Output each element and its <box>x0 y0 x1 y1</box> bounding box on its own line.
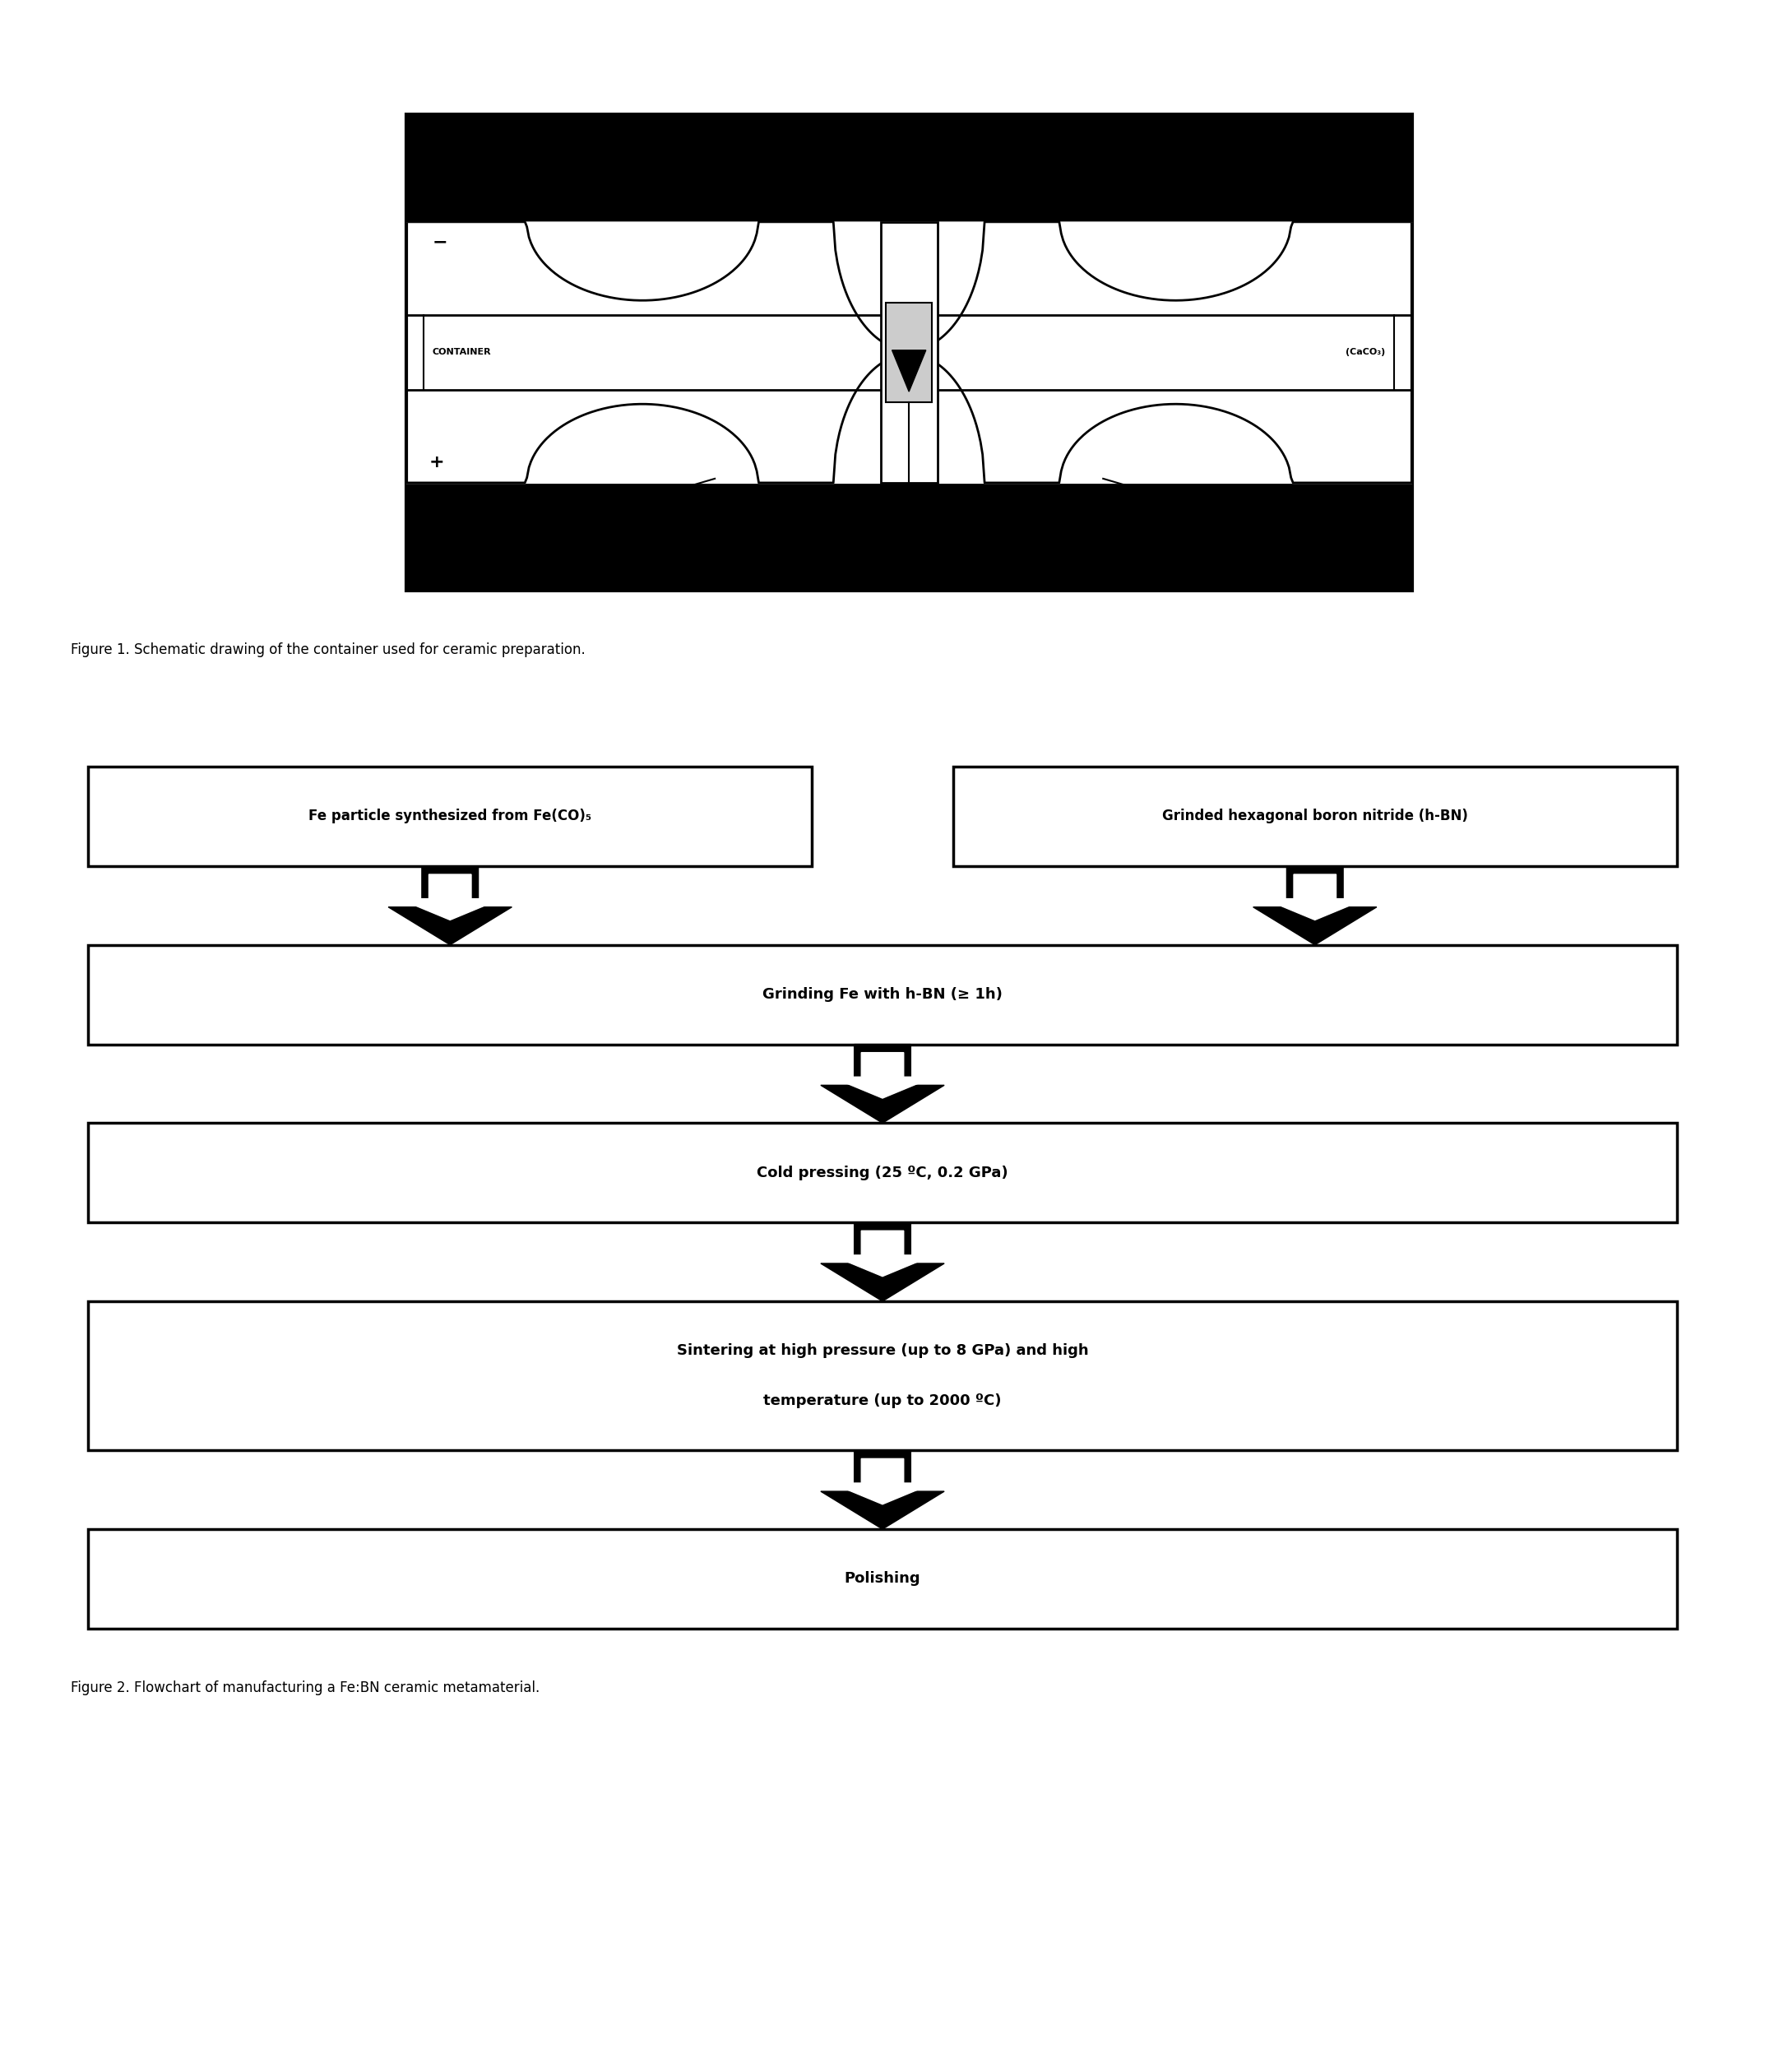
Polygon shape <box>821 1222 944 1301</box>
Text: CONTAINER: CONTAINER <box>432 348 491 356</box>
Text: (GREEN BODY): (GREEN BODY) <box>872 549 946 557</box>
Text: Grinding Fe with h-BN (≥ 1h): Grinding Fe with h-BN (≥ 1h) <box>762 986 1003 1003</box>
Text: Figure 1. Schematic drawing of the container used for ceramic preparation.: Figure 1. Schematic drawing of the conta… <box>71 642 586 657</box>
Text: (C): (C) <box>567 549 581 557</box>
Text: Grinded hexagonal boron nitride (h-BN): Grinded hexagonal boron nitride (h-BN) <box>1161 808 1468 825</box>
Text: Sintering at high pressure (up to 8 GPa) and high: Sintering at high pressure (up to 8 GPa)… <box>676 1343 1089 1359</box>
Text: +: + <box>429 454 445 470</box>
Text: temperature (up to 2000 ºC): temperature (up to 2000 ºC) <box>764 1392 1001 1409</box>
Text: Cold pressing (25 ºC, 0.2 GPa): Cold pressing (25 ºC, 0.2 GPa) <box>757 1164 1008 1181</box>
FancyBboxPatch shape <box>886 303 932 402</box>
Text: ANVILS: ANVILS <box>886 131 932 143</box>
Text: (CaCO₃): (CaCO₃) <box>1347 348 1386 356</box>
Text: SAMPLE: SAMPLE <box>888 520 930 528</box>
FancyBboxPatch shape <box>88 767 812 866</box>
Text: −: − <box>432 234 448 251</box>
Polygon shape <box>831 1053 934 1098</box>
Text: (BN or Ta): (BN or Ta) <box>1218 549 1271 557</box>
Text: HEATER: HEATER <box>554 520 593 528</box>
Text: (WC): (WC) <box>893 166 925 178</box>
FancyBboxPatch shape <box>953 767 1677 866</box>
Text: Fe particle synthesized from Fe(CO)₅: Fe particle synthesized from Fe(CO)₅ <box>309 808 591 825</box>
FancyBboxPatch shape <box>88 1123 1677 1222</box>
Polygon shape <box>821 1450 944 1529</box>
Polygon shape <box>821 1044 944 1123</box>
Text: ISOLATION: ISOLATION <box>1218 520 1271 528</box>
Polygon shape <box>831 1459 934 1504</box>
Polygon shape <box>399 874 501 920</box>
Polygon shape <box>388 866 512 945</box>
FancyBboxPatch shape <box>406 114 1412 591</box>
Text: Figure 2. Flowchart of manufacturing a Fe:BN ceramic metamaterial.: Figure 2. Flowchart of manufacturing a F… <box>71 1680 540 1695</box>
FancyBboxPatch shape <box>881 222 937 483</box>
FancyBboxPatch shape <box>88 1301 1677 1450</box>
Polygon shape <box>831 1231 934 1276</box>
Polygon shape <box>1264 874 1366 920</box>
FancyBboxPatch shape <box>88 945 1677 1044</box>
Polygon shape <box>891 350 927 392</box>
Polygon shape <box>1253 866 1377 945</box>
FancyBboxPatch shape <box>88 1529 1677 1629</box>
Text: Polishing: Polishing <box>844 1571 921 1587</box>
